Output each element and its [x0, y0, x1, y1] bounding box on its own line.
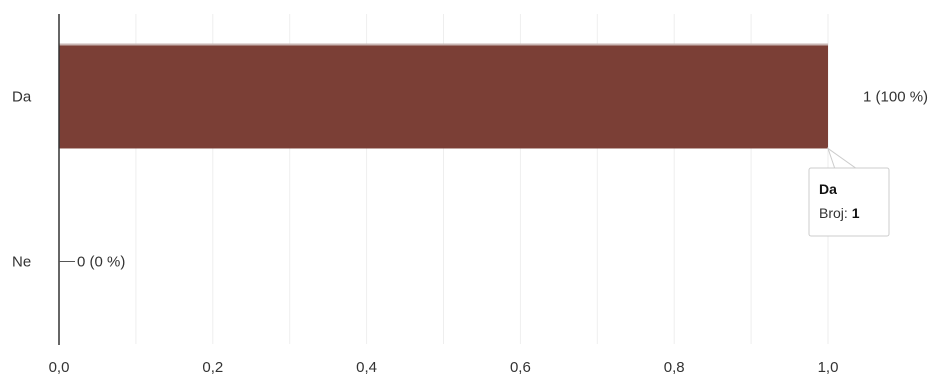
category-label: Da — [12, 89, 32, 106]
x-tick-label: 0,0 — [49, 359, 70, 376]
tooltip-value: 1 — [852, 205, 860, 221]
x-tick-label: 1,0 — [818, 359, 839, 376]
tooltip-separator: : — [844, 205, 852, 221]
tooltip: Da Broj: 1 — [808, 147, 890, 237]
bars — [59, 43, 828, 149]
tooltip-box — [808, 167, 890, 237]
x-tick-label: 0,6 — [510, 359, 531, 376]
category-label: Ne — [12, 254, 31, 271]
tooltip-pointer — [827, 147, 859, 170]
x-tick-label: 0,2 — [202, 359, 223, 376]
tooltip-category: Da — [819, 181, 837, 197]
data-label: 1 (100 %) — [863, 89, 928, 106]
x-tick-label: 0,8 — [664, 359, 685, 376]
tooltip-label: Broj — [819, 205, 844, 221]
labels: 0,0 0,2 0,4 0,6 0,8 1,0 Da 1 (100 %) Ne 0 (0 %) — [12, 89, 928, 376]
x-tick-label: 0,4 — [356, 359, 377, 376]
tooltip-value-line: Broj: 1 — [819, 205, 860, 221]
bar-da[interactable] — [59, 44, 828, 149]
data-label: 0 (0 %) — [77, 254, 125, 271]
